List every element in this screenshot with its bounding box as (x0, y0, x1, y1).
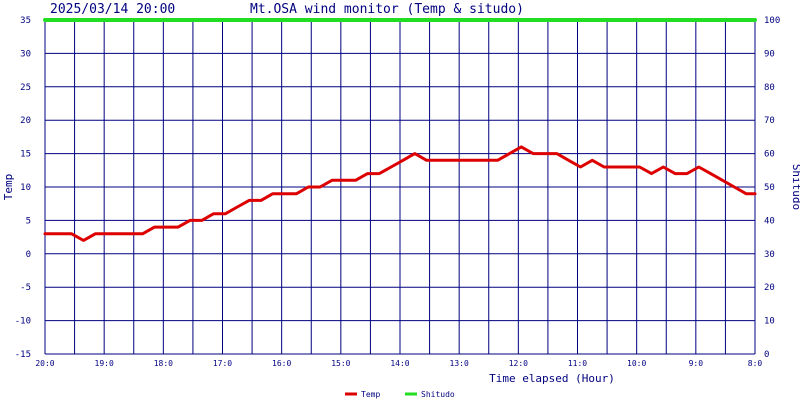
y-tick-label-right: 40 (764, 216, 775, 226)
y-tick-label-left: -5 (20, 283, 31, 293)
x-tick-label: 13:0 (450, 359, 469, 368)
y-tick-label-left: 30 (20, 49, 31, 59)
x-tick-label: 17:0 (213, 359, 232, 368)
y-tick-label-right: 70 (764, 116, 775, 126)
x-axis-label: Time elapsed (Hour) (489, 372, 615, 385)
legend-label-shitudo: Shitudo (421, 390, 455, 399)
y-tick-label-right: 80 (764, 83, 775, 93)
y-tick-label-right: 60 (764, 150, 775, 160)
y-tick-label-right: 100 (764, 16, 780, 26)
y-tick-label-left: 25 (20, 83, 31, 93)
y-tick-label-left: 0 (26, 250, 31, 260)
y-tick-label-right: 90 (764, 49, 775, 59)
y-tick-label-left: -15 (15, 350, 31, 360)
y-axis-label-left: Temp (2, 174, 15, 201)
x-tick-label: 11:0 (568, 359, 587, 368)
y-tick-label-right: 50 (764, 183, 775, 193)
x-tick-label: 12:0 (509, 359, 528, 368)
x-tick-label: 9:0 (689, 359, 704, 368)
y-tick-label-left: 35 (20, 16, 31, 26)
x-tick-label: 14:0 (390, 359, 409, 368)
x-tick-label: 8:0 (748, 359, 763, 368)
y-tick-label-left: 10 (20, 183, 31, 193)
series-line-temp (43, 145, 757, 242)
y-tick-label-right: 10 (764, 317, 775, 327)
x-tick-label: 20:0 (35, 359, 54, 368)
y-tick-label-left: -10 (15, 317, 31, 327)
y-axis-label-right: Shitudo (790, 164, 800, 210)
x-tick-label: 16:0 (272, 359, 291, 368)
header-datetime: 2025/03/14 20:00 (50, 2, 175, 17)
x-tick-label: 19:0 (95, 359, 114, 368)
y-tick-label-left: 5 (26, 216, 31, 226)
y-tick-label-left: 20 (20, 116, 31, 126)
y-tick-label-right: 30 (764, 250, 775, 260)
legend-label-temp: Temp (361, 390, 380, 399)
x-tick-label: 15:0 (331, 359, 350, 368)
chart-title: Mt.OSA wind monitor (Temp & situdo) (250, 2, 524, 17)
x-tick-label: 18:0 (154, 359, 173, 368)
x-tick-label: 10:0 (627, 359, 646, 368)
y-tick-label-right: 20 (764, 283, 775, 293)
y-tick-label-left: 15 (20, 150, 31, 160)
y-tick-label-right: 0 (764, 350, 769, 360)
